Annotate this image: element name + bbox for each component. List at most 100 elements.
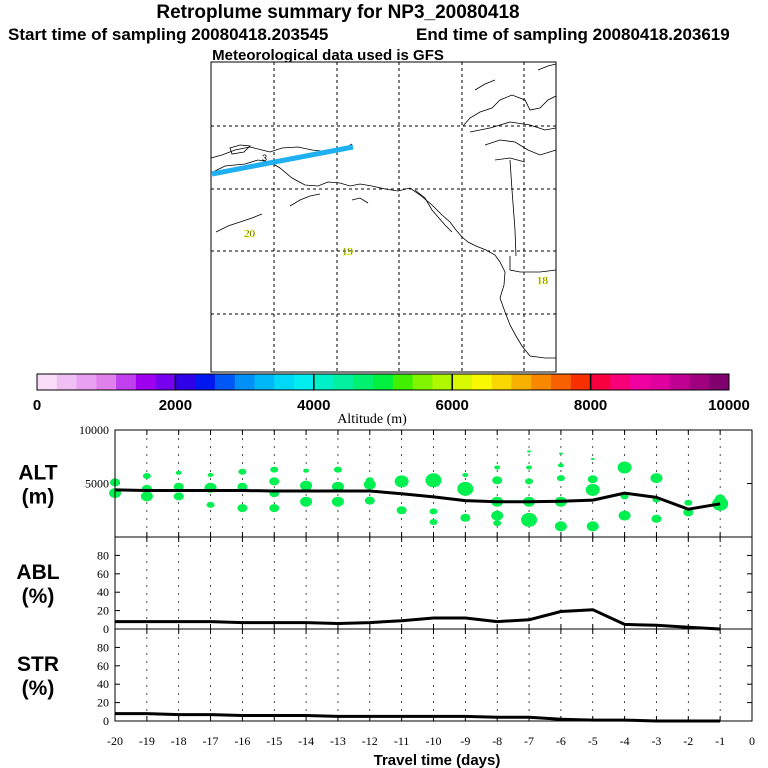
altitude-cluster-point (556, 475, 565, 482)
altitude-cluster-point (238, 468, 247, 475)
colorbar-swatch (551, 374, 572, 390)
y-tick-label: 20 (97, 604, 109, 618)
panel-ylabel: ABL (16, 561, 59, 584)
x-axis-label: Travel time (days) (374, 752, 501, 768)
y-tick-label: 20 (97, 696, 109, 710)
altitude-cluster-point (683, 508, 694, 517)
colorbar-swatch (353, 374, 374, 390)
x-tick-label: -16 (234, 734, 250, 748)
colorbar-swatch (452, 374, 473, 390)
x-tick-label: -13 (330, 734, 346, 748)
x-tick-label: -15 (266, 734, 282, 748)
y-tick-label: 60 (97, 659, 109, 673)
altitude-cluster-point (491, 510, 504, 521)
altitude-cluster-point (558, 452, 563, 455)
end-time-label: End time of sampling 20080418.203619 (416, 25, 730, 44)
panel-ylabel: (%) (22, 677, 55, 700)
altitude-cluster-point (429, 508, 438, 515)
colorbar-swatch (392, 374, 414, 390)
colorbar-swatch (214, 374, 236, 390)
colorbar-title: Altitude (m) (337, 412, 407, 427)
panel-ylabel: ALT (18, 462, 57, 485)
colorbar-swatch (135, 374, 157, 390)
altitude-cluster-point (526, 465, 533, 470)
altitude-cluster-point (364, 496, 375, 505)
altitude-cluster-point (429, 519, 438, 526)
colorbar-swatch (630, 374, 651, 390)
x-tick-label: -12 (362, 734, 378, 748)
sampling-times: Start time of sampling 20080418.203545 E… (8, 25, 768, 45)
colorbar-swatch (116, 374, 137, 390)
day-label-20: 20 (244, 228, 256, 240)
start-time-label: Start time of sampling 20080418.203545 (8, 25, 329, 44)
x-tick-label: -10 (426, 734, 442, 748)
altitude-cluster-point (175, 470, 182, 475)
x-tick-label: -19 (139, 734, 155, 748)
altitude-cluster-point (363, 479, 376, 490)
x-tick-label: -18 (171, 734, 187, 748)
colorbar-swatch (669, 374, 690, 390)
colorbar-swatch (412, 374, 433, 390)
colorbar-tick-label: 0 (33, 397, 41, 414)
x-tick-label: -4 (620, 734, 630, 748)
altitude-cluster-point (585, 483, 600, 496)
x-tick-label: -3 (651, 734, 661, 748)
altitude-cluster-point (651, 514, 662, 523)
abl-series-line (115, 608, 721, 631)
panel-frame (114, 628, 753, 722)
colorbar-swatch (511, 374, 532, 390)
altitude-cluster-point (173, 492, 184, 501)
colorbar-swatch (37, 374, 58, 390)
colorbar-swatch (234, 374, 255, 390)
colorbar-swatch (570, 374, 592, 390)
y-tick-label: 80 (97, 548, 109, 562)
panel-ylabel: (%) (22, 585, 55, 608)
colorbar-tick-label: 2000 (159, 397, 192, 414)
x-tick-label: -20 (107, 734, 123, 748)
altitude-cluster-point (494, 465, 501, 470)
colorbar-swatch (590, 374, 611, 390)
altitude-cluster-point (525, 478, 534, 485)
time-series-panels: 500010000ALT(m)020406080ABL(%)020406080S… (16, 423, 755, 748)
altitude-cluster-point (396, 506, 407, 515)
altitude-cluster-point (492, 476, 503, 485)
altitude-cluster-point (333, 466, 342, 473)
coastlines (210, 63, 557, 359)
altitude-cluster-point (425, 473, 442, 488)
colorbar-swatch (373, 374, 394, 390)
colorbar-swatch (294, 374, 315, 390)
colorbar-swatch (432, 374, 453, 390)
colorbar-swatch (313, 374, 335, 390)
panel-ylabel: STR (17, 653, 59, 676)
day-label-18: 18 (537, 275, 549, 287)
altitude-cluster-point (493, 520, 502, 527)
colorbar-swatch (175, 374, 196, 390)
x-tick-label: -8 (492, 734, 502, 748)
colorbar-swatch (56, 374, 78, 390)
altitude-cluster-point (460, 513, 471, 522)
colorbar-swatch (76, 374, 97, 390)
y-tick-label: 5000 (85, 477, 109, 491)
altitude-cluster-point (554, 521, 567, 532)
altitude-cluster-point (237, 504, 248, 513)
y-tick-label: 40 (97, 585, 109, 599)
x-tick-label: -1 (715, 734, 725, 748)
altitude-cluster-point (618, 510, 631, 521)
map-graticule (211, 62, 556, 372)
x-tick-label: 0 (749, 734, 755, 748)
y-tick-label: 0 (103, 714, 109, 728)
altitude-colorbar: 0 2000 4000 6000 8000 10000 (33, 373, 750, 414)
altitude-cluster-point (617, 461, 632, 474)
altitude-cluster-point (462, 472, 469, 477)
altitude-cluster-point (173, 482, 184, 491)
altitude-cluster-point (650, 473, 663, 484)
colorbar-swatch (195, 374, 216, 390)
altitude-cluster-point (457, 481, 474, 496)
colorbar-tick-label: 10000 (708, 397, 750, 414)
colorbar-swatch (610, 374, 631, 390)
altitude-cluster-point (206, 501, 215, 508)
y-tick-label: 80 (97, 640, 109, 654)
colorbar-border (36, 373, 730, 391)
colorbar-swatch (96, 374, 117, 390)
altitude-cluster-point (587, 475, 598, 484)
